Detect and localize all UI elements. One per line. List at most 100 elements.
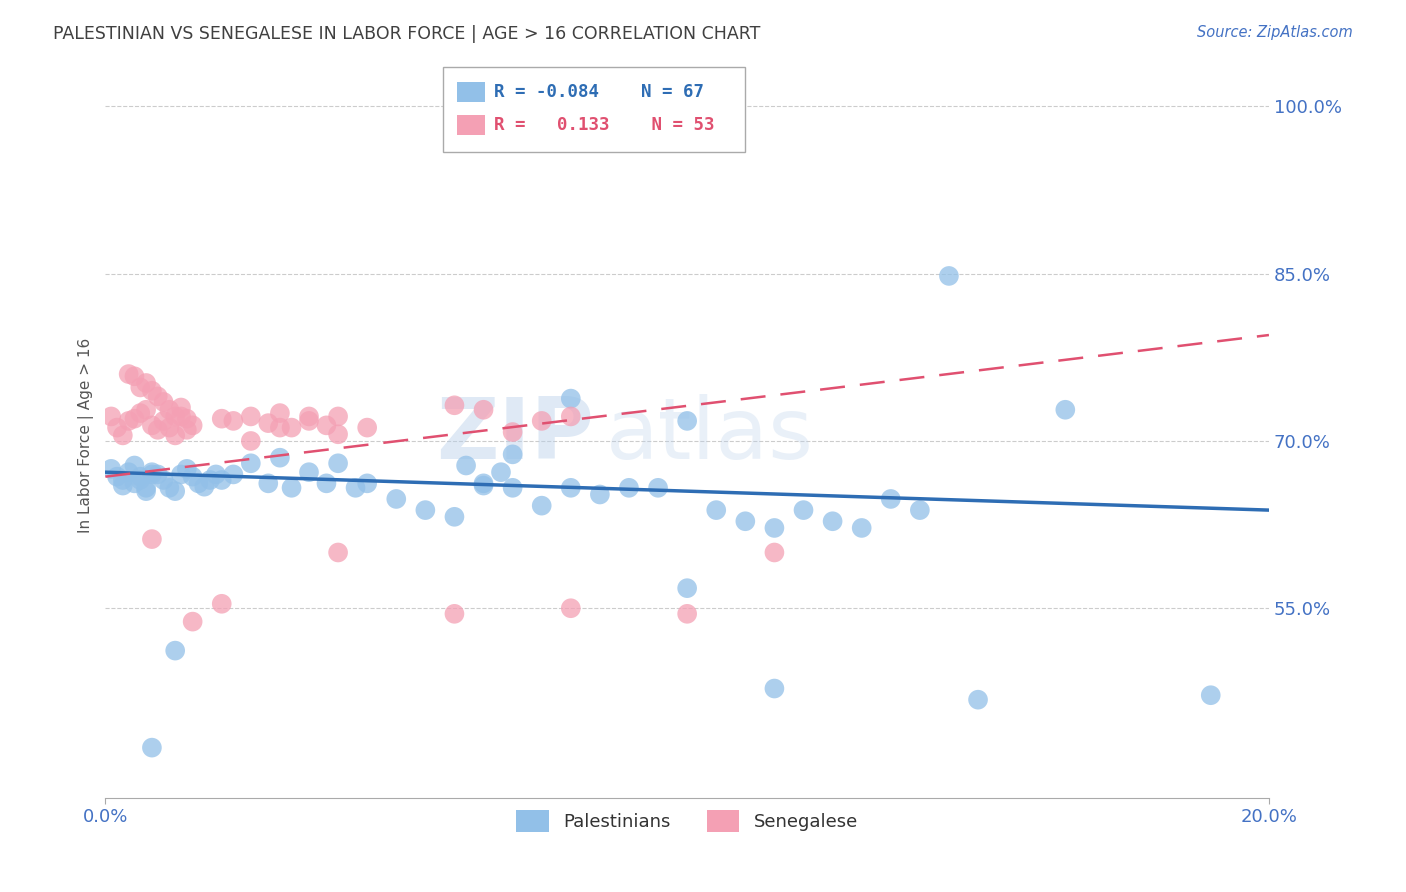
Text: PALESTINIAN VS SENEGALESE IN LABOR FORCE | AGE > 16 CORRELATION CHART: PALESTINIAN VS SENEGALESE IN LABOR FORCE… bbox=[53, 25, 761, 43]
Point bbox=[326, 545, 349, 559]
Point bbox=[560, 601, 582, 615]
Point bbox=[176, 462, 198, 476]
Point bbox=[135, 484, 157, 499]
Point bbox=[141, 418, 163, 433]
Point bbox=[502, 481, 524, 495]
Point bbox=[326, 409, 349, 424]
Point bbox=[118, 465, 141, 479]
Point bbox=[165, 409, 187, 424]
Point bbox=[211, 597, 233, 611]
Point bbox=[269, 450, 291, 465]
Point bbox=[211, 473, 233, 487]
Point bbox=[1199, 688, 1222, 702]
Point bbox=[129, 473, 152, 487]
Point bbox=[135, 402, 157, 417]
Point bbox=[298, 414, 321, 428]
Point bbox=[1054, 402, 1077, 417]
Point bbox=[146, 467, 169, 482]
Point bbox=[152, 395, 174, 409]
Point bbox=[454, 458, 477, 473]
Point bbox=[257, 476, 280, 491]
Point bbox=[315, 476, 337, 491]
Point bbox=[239, 409, 262, 424]
Point bbox=[193, 480, 215, 494]
Point bbox=[239, 456, 262, 470]
Point bbox=[315, 418, 337, 433]
Point bbox=[181, 418, 204, 433]
Point bbox=[502, 447, 524, 461]
Point bbox=[129, 469, 152, 483]
Point bbox=[157, 420, 180, 434]
Text: atlas: atlas bbox=[606, 394, 814, 477]
Point bbox=[280, 481, 302, 495]
Point bbox=[141, 532, 163, 546]
Point bbox=[676, 607, 699, 621]
Point bbox=[472, 478, 495, 492]
Point bbox=[589, 487, 612, 501]
Point bbox=[298, 409, 321, 424]
Point bbox=[851, 521, 873, 535]
Point bbox=[617, 481, 640, 495]
Point bbox=[676, 414, 699, 428]
Point bbox=[560, 481, 582, 495]
Point bbox=[100, 462, 122, 476]
Point bbox=[181, 615, 204, 629]
Point bbox=[792, 503, 814, 517]
Point bbox=[157, 402, 180, 417]
Point bbox=[326, 456, 349, 470]
Point bbox=[198, 473, 221, 487]
Point bbox=[704, 503, 727, 517]
Point bbox=[124, 411, 146, 425]
Point bbox=[170, 409, 193, 424]
Point bbox=[763, 681, 786, 696]
Point bbox=[170, 467, 193, 482]
Point bbox=[344, 481, 367, 495]
Point bbox=[257, 416, 280, 430]
Point bbox=[165, 428, 187, 442]
Point bbox=[443, 607, 465, 621]
Point bbox=[170, 401, 193, 415]
Point bbox=[280, 420, 302, 434]
Point bbox=[157, 481, 180, 495]
Point bbox=[135, 376, 157, 390]
Point bbox=[135, 481, 157, 495]
Point bbox=[100, 409, 122, 424]
Point bbox=[298, 465, 321, 479]
Point bbox=[443, 398, 465, 412]
Point bbox=[118, 367, 141, 381]
Point bbox=[181, 469, 204, 483]
Point bbox=[356, 476, 378, 491]
Point bbox=[415, 503, 437, 517]
Point bbox=[146, 423, 169, 437]
Point bbox=[105, 420, 128, 434]
Point bbox=[124, 476, 146, 491]
Point bbox=[111, 428, 134, 442]
Point bbox=[472, 402, 495, 417]
Point bbox=[938, 268, 960, 283]
Point bbox=[676, 581, 699, 595]
Point bbox=[105, 469, 128, 483]
Point bbox=[269, 406, 291, 420]
Point bbox=[211, 411, 233, 425]
Point bbox=[141, 740, 163, 755]
Point bbox=[141, 384, 163, 398]
Point bbox=[152, 414, 174, 428]
Legend: Palestinians, Senegalese: Palestinians, Senegalese bbox=[509, 803, 865, 839]
Point bbox=[763, 545, 786, 559]
Point bbox=[239, 434, 262, 448]
Point bbox=[141, 465, 163, 479]
Point bbox=[530, 414, 553, 428]
Point bbox=[269, 420, 291, 434]
Point bbox=[152, 473, 174, 487]
Text: Source: ZipAtlas.com: Source: ZipAtlas.com bbox=[1197, 25, 1353, 40]
Point bbox=[385, 491, 408, 506]
Point bbox=[124, 369, 146, 384]
Point bbox=[880, 491, 903, 506]
Point bbox=[908, 503, 931, 517]
Point bbox=[222, 467, 245, 482]
Point bbox=[222, 414, 245, 428]
Y-axis label: In Labor Force | Age > 16: In Labor Force | Age > 16 bbox=[79, 338, 94, 533]
Point bbox=[443, 509, 465, 524]
Point bbox=[734, 514, 756, 528]
Point bbox=[187, 476, 209, 491]
